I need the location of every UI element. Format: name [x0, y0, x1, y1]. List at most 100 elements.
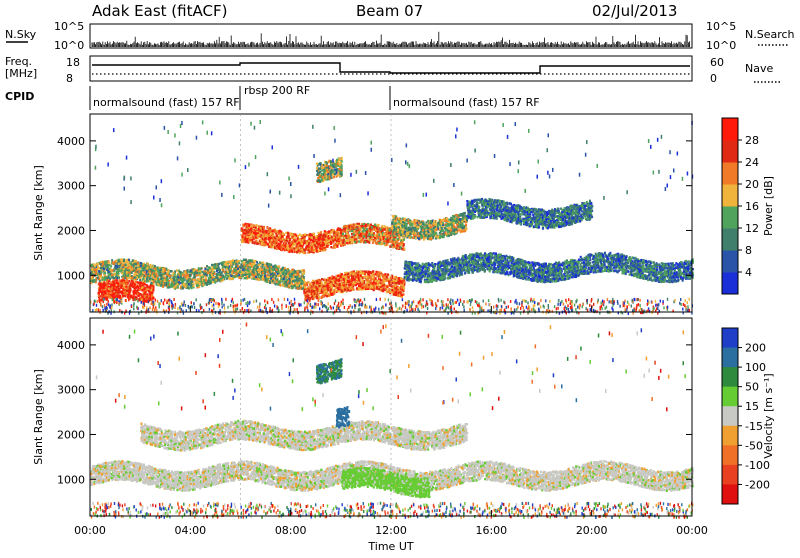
data-cell — [256, 228, 258, 230]
data-cell — [111, 259, 113, 261]
data-cell — [179, 271, 181, 273]
data-cell — [345, 235, 347, 237]
data-cell — [384, 228, 386, 230]
data-cell — [223, 261, 225, 263]
data-cell — [190, 274, 192, 276]
data-cell — [285, 272, 287, 274]
data-cell — [258, 279, 260, 281]
data-cell — [113, 292, 115, 294]
data-cell — [255, 232, 257, 234]
data-cell — [203, 280, 205, 282]
data-cell — [348, 235, 350, 237]
data-cell — [172, 274, 174, 276]
nsky-tick-top: 10^5 — [54, 20, 84, 33]
data-cell — [384, 225, 386, 227]
data-cell — [166, 279, 168, 281]
data-cell — [313, 234, 315, 236]
data-cell — [249, 262, 251, 264]
data-cell — [279, 248, 281, 250]
data-cell — [272, 230, 274, 232]
data-cell — [112, 269, 114, 271]
data-cell — [359, 229, 361, 231]
data-cell — [274, 242, 276, 244]
data-cell — [236, 272, 238, 274]
data-cell — [135, 267, 137, 269]
data-cell — [276, 280, 278, 282]
data-cell — [395, 241, 397, 243]
data-cell — [275, 266, 277, 268]
data-cell — [114, 273, 116, 275]
data-cell — [94, 279, 96, 281]
data-cell — [252, 235, 254, 237]
data-cell — [97, 266, 99, 268]
data-cell — [224, 276, 226, 278]
data-cell — [216, 270, 218, 272]
data-cell — [146, 267, 148, 269]
data-cell — [291, 287, 293, 289]
data-cell — [151, 269, 153, 271]
data-cell — [148, 290, 150, 292]
data-cell — [364, 241, 366, 243]
data-cell — [125, 293, 127, 295]
data-cell — [257, 234, 259, 236]
data-cell — [279, 284, 281, 286]
data-cell — [136, 290, 138, 292]
data-cell — [247, 264, 249, 266]
data-cell — [219, 269, 221, 271]
data-cell — [278, 280, 280, 282]
data-cell — [162, 268, 164, 270]
freq-unit-label: [MHz] — [5, 67, 37, 80]
data-cell — [287, 234, 289, 236]
data-cell — [360, 233, 362, 235]
data-cell — [385, 244, 387, 246]
data-cell — [366, 232, 368, 234]
data-cell — [100, 267, 102, 269]
freq-trace — [92, 63, 690, 73]
data-cell — [368, 241, 370, 243]
data-cell — [193, 270, 195, 272]
data-cell — [147, 263, 149, 265]
data-cell — [324, 230, 326, 232]
data-cell — [98, 295, 100, 297]
data-cell — [211, 266, 213, 268]
data-cell — [144, 271, 146, 273]
data-cell — [95, 270, 97, 272]
data-cell — [123, 260, 125, 262]
data-cell — [276, 269, 278, 271]
data-cell — [197, 281, 199, 283]
data-cell — [242, 235, 244, 237]
data-cell — [289, 273, 291, 275]
data-cell — [185, 276, 187, 278]
data-cell — [313, 247, 315, 249]
data-cell — [291, 237, 293, 239]
cpid-mode-2: rbsp 200 RF — [244, 84, 310, 97]
data-cell — [147, 280, 149, 282]
data-cell — [154, 265, 156, 267]
data-cell — [373, 240, 375, 242]
data-cell — [283, 281, 285, 283]
data-cell — [289, 284, 291, 286]
data-cell — [132, 260, 134, 262]
data-cell — [214, 273, 216, 275]
data-cell — [98, 282, 100, 284]
data-cell — [214, 279, 216, 281]
beam-title: Beam 07 — [356, 2, 423, 20]
data-cell — [377, 224, 379, 226]
data-cell — [108, 277, 110, 279]
data-cell — [100, 276, 102, 278]
data-cell — [122, 295, 124, 297]
data-cell — [342, 242, 344, 244]
data-cell — [106, 269, 108, 271]
data-cell — [104, 272, 106, 274]
data-cell — [100, 261, 102, 263]
data-cell — [263, 244, 265, 246]
freq-tick-top: 18 — [66, 56, 80, 69]
data-cell — [282, 248, 284, 250]
data-cell — [137, 286, 139, 288]
data-cell — [262, 272, 264, 274]
data-cell — [268, 235, 270, 237]
data-cell — [340, 232, 342, 234]
data-cell — [301, 234, 303, 236]
data-cell — [98, 270, 100, 272]
data-cell — [364, 233, 366, 235]
